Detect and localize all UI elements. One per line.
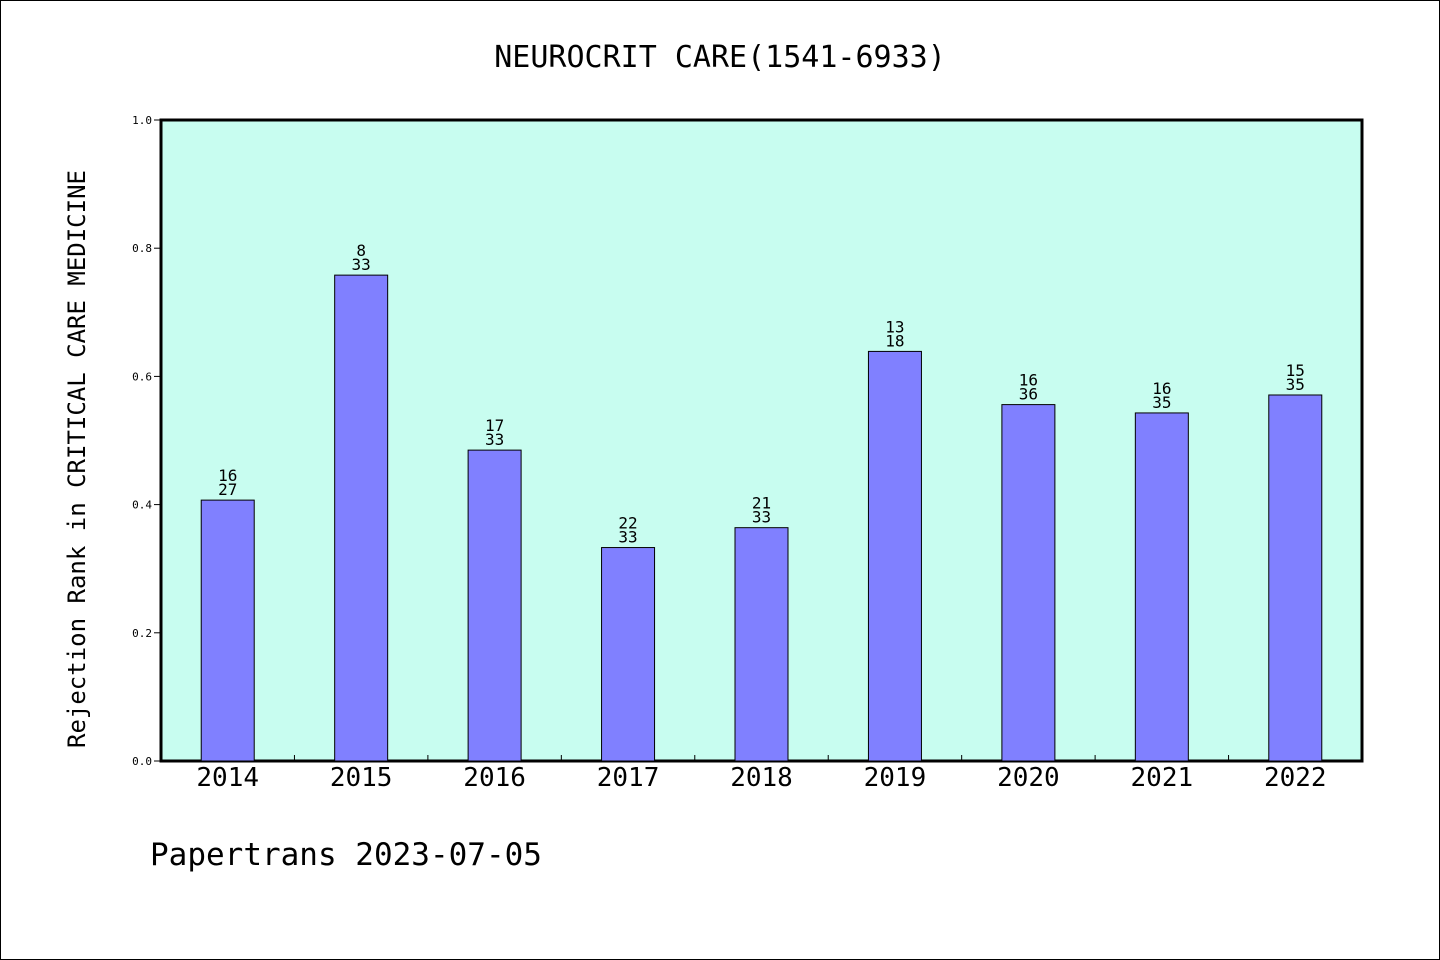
footer-credit: Papertrans 2023-07-05: [150, 837, 542, 873]
data-label-bottom: 27: [218, 480, 237, 499]
data-label-bottom: 33: [352, 255, 371, 274]
x-tick-label: 2015: [330, 763, 393, 793]
y-axis-label: Rejection Rank in CRITICAL CARE MEDICINE: [63, 170, 91, 748]
bar-2014: [200, 499, 255, 762]
data-label-top: 15: [1286, 361, 1305, 380]
data-label-top: 22: [618, 514, 637, 533]
data-label-top: 8: [356, 241, 366, 260]
x-tick-label: 2017: [597, 763, 660, 793]
data-label-top: 16: [218, 466, 237, 485]
y-tick-label: 0.0: [132, 755, 152, 768]
data-label-bottom: 33: [485, 430, 504, 449]
x-tick-label: 2014: [196, 763, 259, 793]
data-label-bottom: 18: [885, 331, 904, 350]
bar-2018: [734, 527, 789, 762]
chart-title: NEUROCRIT CARE(1541-6933): [494, 40, 946, 75]
y-tick-label: 0.8: [132, 242, 152, 255]
bar-2015: [334, 274, 389, 762]
x-axis: 2014 2015 2016 2017 2018 2019 2020 2021 2022: [196, 755, 1327, 793]
data-label-top: 16: [1019, 371, 1038, 390]
x-tick-label: 2020: [997, 763, 1060, 793]
data-label-top: 17: [485, 416, 504, 435]
data-label-bottom: 36: [1019, 385, 1038, 404]
data-label-top: 21: [752, 494, 771, 513]
y-tick-label: 1.0: [132, 114, 152, 127]
data-label-bottom: 35: [1152, 393, 1171, 412]
bar-2016: [467, 449, 522, 762]
bars: [200, 274, 1323, 762]
x-tick-label: 2016: [463, 763, 526, 793]
bar-2021: [1134, 412, 1189, 762]
bar-2022: [1268, 394, 1323, 762]
x-tick-label: 2021: [1131, 763, 1194, 793]
x-tick-label: 2018: [730, 763, 793, 793]
y-tick-label: 0.4: [132, 499, 152, 512]
data-label-bottom: 35: [1286, 375, 1305, 394]
y-tick-label: 0.2: [132, 627, 152, 640]
bar-2020: [1001, 404, 1056, 762]
y-axis: 0.0 0.2 0.4 0.6 0.8 1.0: [132, 114, 161, 768]
x-tick-label: 2019: [864, 763, 927, 793]
data-label-bottom: 33: [618, 528, 637, 547]
y-tick-label: 0.6: [132, 370, 152, 383]
data-label-top: 13: [885, 317, 904, 336]
bar-2019: [867, 350, 922, 762]
x-tick-label: 2022: [1264, 763, 1327, 793]
data-label-top: 16: [1152, 379, 1171, 398]
data-label-bottom: 33: [752, 508, 771, 527]
bar-2017: [601, 547, 656, 762]
